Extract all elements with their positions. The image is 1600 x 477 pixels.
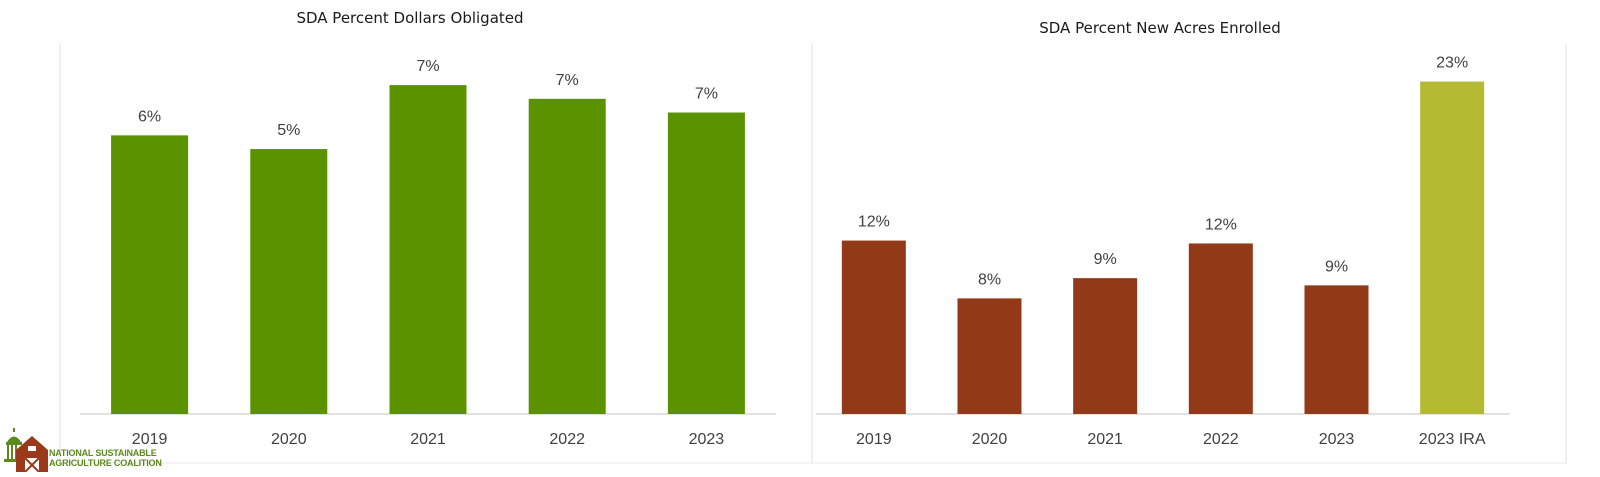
chart2-data-label-2019: 12% xyxy=(858,214,890,231)
chart2-bar-2020 xyxy=(957,298,1022,414)
chart1-bar-2019 xyxy=(111,135,189,414)
chart2-data-label-2022: 12% xyxy=(1205,216,1237,233)
barn-capitol-icon xyxy=(4,428,48,473)
chart-title-new-acres-enrolled: SDA Percent New Acres Enrolled xyxy=(1039,19,1281,37)
chart1-x-tick-2019: 2019 xyxy=(132,431,168,448)
chart1-bar-2021 xyxy=(389,85,467,414)
chart1-data-label-2019: 6% xyxy=(138,108,161,125)
chart2-x-tick-2020: 2020 xyxy=(972,431,1008,448)
chart1-bar-2020 xyxy=(250,149,328,415)
chart2-x-tick-2023-ira: 2023 IRA xyxy=(1419,431,1486,448)
chart1-x-tick-2021: 2021 xyxy=(410,431,446,448)
chart-new-acres-enrolled: 12% 2019 8% 2020 9% 2021 12% 2022 9% 2023 23% 2023 … xyxy=(816,55,1510,448)
chart1-x-tick-2023: 2023 xyxy=(689,431,725,448)
chart2-data-label-2021: 9% xyxy=(1094,251,1117,268)
logo-text-line2: AGRICULTURE COALITION xyxy=(49,458,162,468)
chart1-bar-2023 xyxy=(667,112,745,414)
chart1-data-label-2023: 7% xyxy=(695,86,718,103)
chart2-bar-2019 xyxy=(841,240,906,414)
chart2-x-tick-2019: 2019 xyxy=(856,431,892,448)
chart2-bar-2023-ira xyxy=(1420,81,1485,414)
chart2-bar-2022 xyxy=(1188,243,1253,414)
chart1-bar-2022 xyxy=(528,98,606,414)
chart2-x-tick-2021: 2021 xyxy=(1087,431,1123,448)
chart1-data-label-2021: 7% xyxy=(416,58,439,75)
chart2-x-tick-2022: 2022 xyxy=(1203,431,1239,448)
chart1-x-tick-2020: 2020 xyxy=(271,431,307,448)
chart2-bar-2021 xyxy=(1073,278,1138,414)
chart-title-dollars-obligated: SDA Percent Dollars Obligated xyxy=(296,9,524,27)
nsac-logo: NATIONAL SUSTAINABLE AGRICULTURE COALITI… xyxy=(2,426,162,473)
chart1-data-label-2022: 7% xyxy=(556,72,579,89)
chart2-x-tick-2023: 2023 xyxy=(1319,431,1355,448)
chart1-x-tick-2022: 2022 xyxy=(549,431,585,448)
chart-dollars-obligated: 6% 2019 5% 2020 7% 2021 7% 2022 7% 2023 xyxy=(80,58,776,448)
chart2-bar-2023 xyxy=(1304,285,1369,414)
chart2-data-label-2020: 8% xyxy=(978,271,1001,288)
logo-text-line1: NATIONAL SUSTAINABLE xyxy=(49,448,157,458)
chart1-data-label-2020: 5% xyxy=(277,122,300,139)
chart2-data-label-2023: 9% xyxy=(1325,258,1348,275)
chart-frame xyxy=(59,44,1567,464)
chart2-data-label-2023-ira: 23% xyxy=(1436,55,1468,72)
